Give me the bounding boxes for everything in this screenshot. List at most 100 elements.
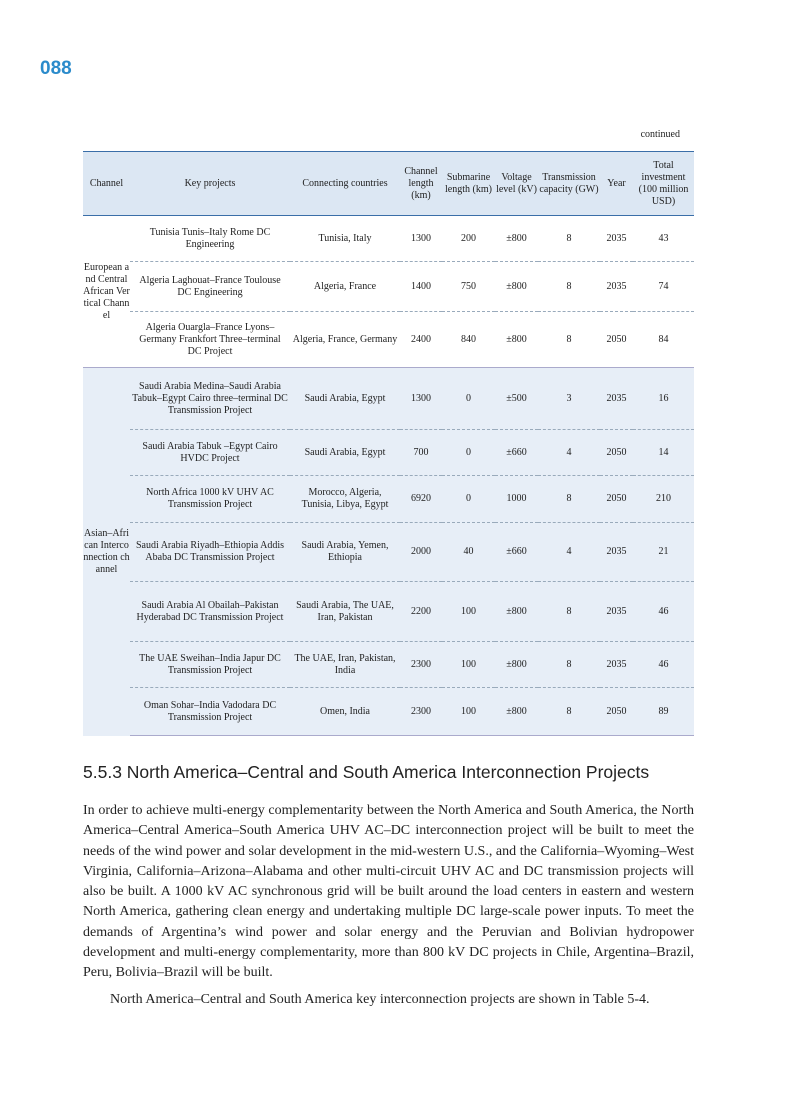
table-header-row: Channel Key projects Connecting countries C…	[83, 151, 694, 216]
column-header: Transmission capacity (GW)	[538, 151, 600, 216]
table-cell: Algeria, France	[290, 261, 400, 312]
table-cell: 2300	[400, 687, 442, 736]
table-cell: 4	[538, 429, 600, 476]
table-row: The UAE Sweihan–India Japur DC Transmiss…	[83, 641, 694, 688]
table-cell: Saudi Arabia, Yemen, Ethiopia	[290, 522, 400, 582]
table-cell: Omen, India	[290, 687, 400, 736]
table-row: Oman Sohar–India Vadodara DC Transmissio…	[83, 687, 694, 736]
channel-cell: European and Central African Vertical Ch…	[83, 261, 130, 321]
table-row: Asian–African Interconnection channel Sau…	[83, 367, 694, 736]
table-cell: 8	[538, 311, 600, 368]
table-cell: 2035	[600, 367, 633, 430]
table-cell: 2000	[400, 522, 442, 582]
table-cell: 1300	[400, 367, 442, 430]
table-cell: ±500	[495, 367, 538, 430]
table-cell: 46	[633, 581, 694, 642]
column-header: Submarine length (km)	[442, 151, 495, 216]
table-cell: 1400	[400, 261, 442, 312]
body-paragraph: In order to achieve multi-energy complem…	[83, 803, 694, 981]
table-cell: Saudi Arabia Medina–Saudi Arabia Tabuk–E…	[130, 367, 290, 430]
table-cell: 8	[566, 232, 572, 244]
table-cell: Algeria Laghouat–France Toulouse DC Engi…	[130, 261, 290, 312]
table-cell: Saudi Arabia Tabuk –Egypt Cairo HVDC Pro…	[130, 429, 290, 476]
table-row: Algeria Ouargla–France Lyons–Germany Fra…	[83, 311, 694, 368]
column-header: Total investment (100 million USD)	[633, 151, 694, 216]
page-number: 088	[40, 58, 72, 79]
table-cell: ±660	[495, 429, 538, 476]
table-cell: Saudi Arabia, The UAE, Iran, Pakistan	[290, 581, 400, 642]
table-cell: 8	[538, 581, 600, 642]
table-row: Saudi Arabia Al Obailah–Pakistan Hyderab…	[83, 581, 694, 642]
table-row: European and Central African Vertical Ch…	[83, 216, 694, 321]
table-cell: North Africa 1000 kV UHV AC Transmission…	[130, 475, 290, 523]
table-row: Saudi Arabia Riyadh–Ethiopia Addis Ababa…	[83, 522, 694, 582]
table-cell: Algeria, France, Germany	[290, 311, 400, 368]
table-cell: ±800	[495, 311, 538, 368]
table-cell: 700	[400, 429, 442, 476]
column-header: Year	[600, 151, 633, 216]
table-cell: 46	[633, 641, 694, 688]
column-header: Key projects	[130, 151, 290, 216]
table-cell: 2035	[606, 232, 627, 244]
group-european-african: European and Central African Vertical Ch…	[83, 216, 694, 368]
table-cell: 2050	[600, 311, 633, 368]
table-cell: 8	[538, 261, 600, 312]
table-cell: 0	[442, 367, 495, 430]
table-row: Algeria Laghouat–France Toulouse DC Engi…	[83, 261, 694, 312]
table-cell: Tunisia Tunis–Italy Rome DC Engineering	[149, 226, 271, 250]
table-cell: 2300	[400, 641, 442, 688]
table-cell: The UAE Sweihan–India Japur DC Transmiss…	[130, 641, 290, 688]
table-cell: 6920	[400, 475, 442, 523]
table-cell: Saudi Arabia Al Obailah–Pakistan Hyderab…	[130, 581, 290, 642]
table-cell: 2050	[600, 475, 633, 523]
column-header: Channel length (km)	[400, 151, 442, 216]
group-asian-african: Asian–African Interconnection channel Sau…	[83, 367, 694, 736]
table-cell: 2035	[600, 522, 633, 582]
table-cell: 2035	[600, 581, 633, 642]
table-cell: 89	[633, 687, 694, 736]
table-cell: Saudi Arabia, Egypt	[290, 367, 400, 430]
table-cell: 210	[633, 475, 694, 523]
table-cell: 8	[538, 687, 600, 736]
table-cell: 100	[442, 687, 495, 736]
section-heading: 5.5.3 North America–Central and South Am…	[83, 762, 650, 782]
table-cell: ±800	[495, 641, 538, 688]
body-paragraph: North America–Central and South America …	[110, 992, 650, 1007]
table-cell: ±660	[495, 522, 538, 582]
table-cell: ±800	[495, 261, 538, 312]
table-cell: 100	[442, 581, 495, 642]
table-cell: 14	[633, 429, 694, 476]
table-cell: 1300	[411, 232, 431, 244]
table-cell: 2200	[400, 581, 442, 642]
table-cell: 100	[442, 641, 495, 688]
table-cell: Morocco, Algeria, Tunisia, Libya, Egypt	[290, 475, 400, 523]
table-cell: Tunisia, Italy	[318, 232, 372, 244]
table-cell: 4	[538, 522, 600, 582]
table-cell: ±800	[495, 581, 538, 642]
table-cell: The UAE, Iran, Pakistan, India	[290, 641, 400, 688]
table-cell: 74	[633, 261, 694, 312]
continued-label: continued	[640, 129, 680, 140]
table-cell: 0	[442, 475, 495, 523]
table-cell: 1000	[495, 475, 538, 523]
table-cell: 2035	[600, 261, 633, 312]
table-cell: 200	[461, 232, 476, 244]
table-cell: 40	[442, 522, 495, 582]
table-cell: 84	[633, 311, 694, 368]
column-header: Channel	[83, 151, 130, 216]
projects-table: Channel Key projects Connecting countries C…	[83, 151, 694, 736]
table-cell: 21	[633, 522, 694, 582]
column-header: Voltage level (kV)	[495, 151, 538, 216]
table-cell: 750	[442, 261, 495, 312]
table-cell: 840	[442, 311, 495, 368]
table-row: Saudi Arabia Tabuk –Egypt Cairo HVDC Pro…	[83, 429, 694, 476]
table-cell: 16	[633, 367, 694, 430]
column-header: Connecting countries	[290, 151, 400, 216]
table-cell: 8	[538, 641, 600, 688]
table-cell: ±800	[495, 687, 538, 736]
table-cell: Oman Sohar–India Vadodara DC Transmissio…	[130, 687, 290, 736]
table-cell: Saudi Arabia, Egypt	[290, 429, 400, 476]
table-cell: Saudi Arabia Riyadh–Ethiopia Addis Ababa…	[130, 522, 290, 582]
table-cell: 8	[538, 475, 600, 523]
